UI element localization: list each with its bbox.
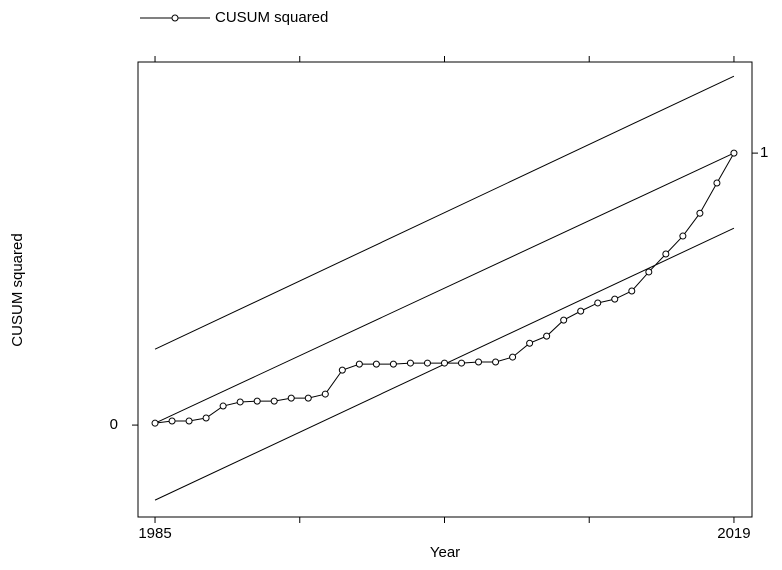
x-tick-label: 2019 <box>717 525 750 542</box>
series-marker <box>679 232 687 240</box>
series-marker <box>645 268 653 276</box>
series-marker <box>355 360 363 368</box>
x-tick-label: 1985 <box>138 525 171 542</box>
series-marker <box>321 390 329 398</box>
y-tick-label: 0 <box>110 416 118 433</box>
plot-frame <box>137 61 753 518</box>
legend-label: CUSUM squared <box>215 9 328 26</box>
series-marker <box>526 339 534 347</box>
y-axis-title: CUSUM squared <box>9 233 26 346</box>
series-marker <box>611 295 619 303</box>
series-marker <box>304 394 312 402</box>
series-marker <box>168 417 176 425</box>
series-marker <box>509 353 517 361</box>
series-marker <box>440 359 448 367</box>
series-marker <box>543 332 551 340</box>
series-marker <box>236 398 244 406</box>
series-marker <box>492 358 500 366</box>
series-marker <box>219 402 227 410</box>
bound-line <box>154 75 735 350</box>
series-marker <box>372 360 380 368</box>
series-marker <box>253 397 261 405</box>
y2-tick-label: 1 <box>760 144 768 161</box>
series-marker <box>185 417 193 425</box>
series-marker <box>730 149 738 157</box>
series-marker <box>338 366 346 374</box>
series-marker <box>151 419 159 427</box>
series-marker <box>662 250 670 258</box>
series-marker <box>628 287 636 295</box>
series-marker <box>287 394 295 402</box>
bound-line <box>154 152 735 424</box>
series-marker <box>202 414 210 422</box>
series-marker <box>594 299 602 307</box>
series-marker <box>475 358 483 366</box>
series-marker <box>389 360 397 368</box>
series-marker <box>458 359 466 367</box>
series-marker <box>270 397 278 405</box>
series-marker <box>577 307 585 315</box>
series-marker <box>560 316 568 324</box>
series-marker <box>423 359 431 367</box>
series-marker <box>406 359 414 367</box>
series-marker <box>696 209 704 217</box>
x-axis-title: Year <box>430 544 460 561</box>
legend-marker <box>171 14 179 22</box>
series-marker <box>713 179 721 187</box>
